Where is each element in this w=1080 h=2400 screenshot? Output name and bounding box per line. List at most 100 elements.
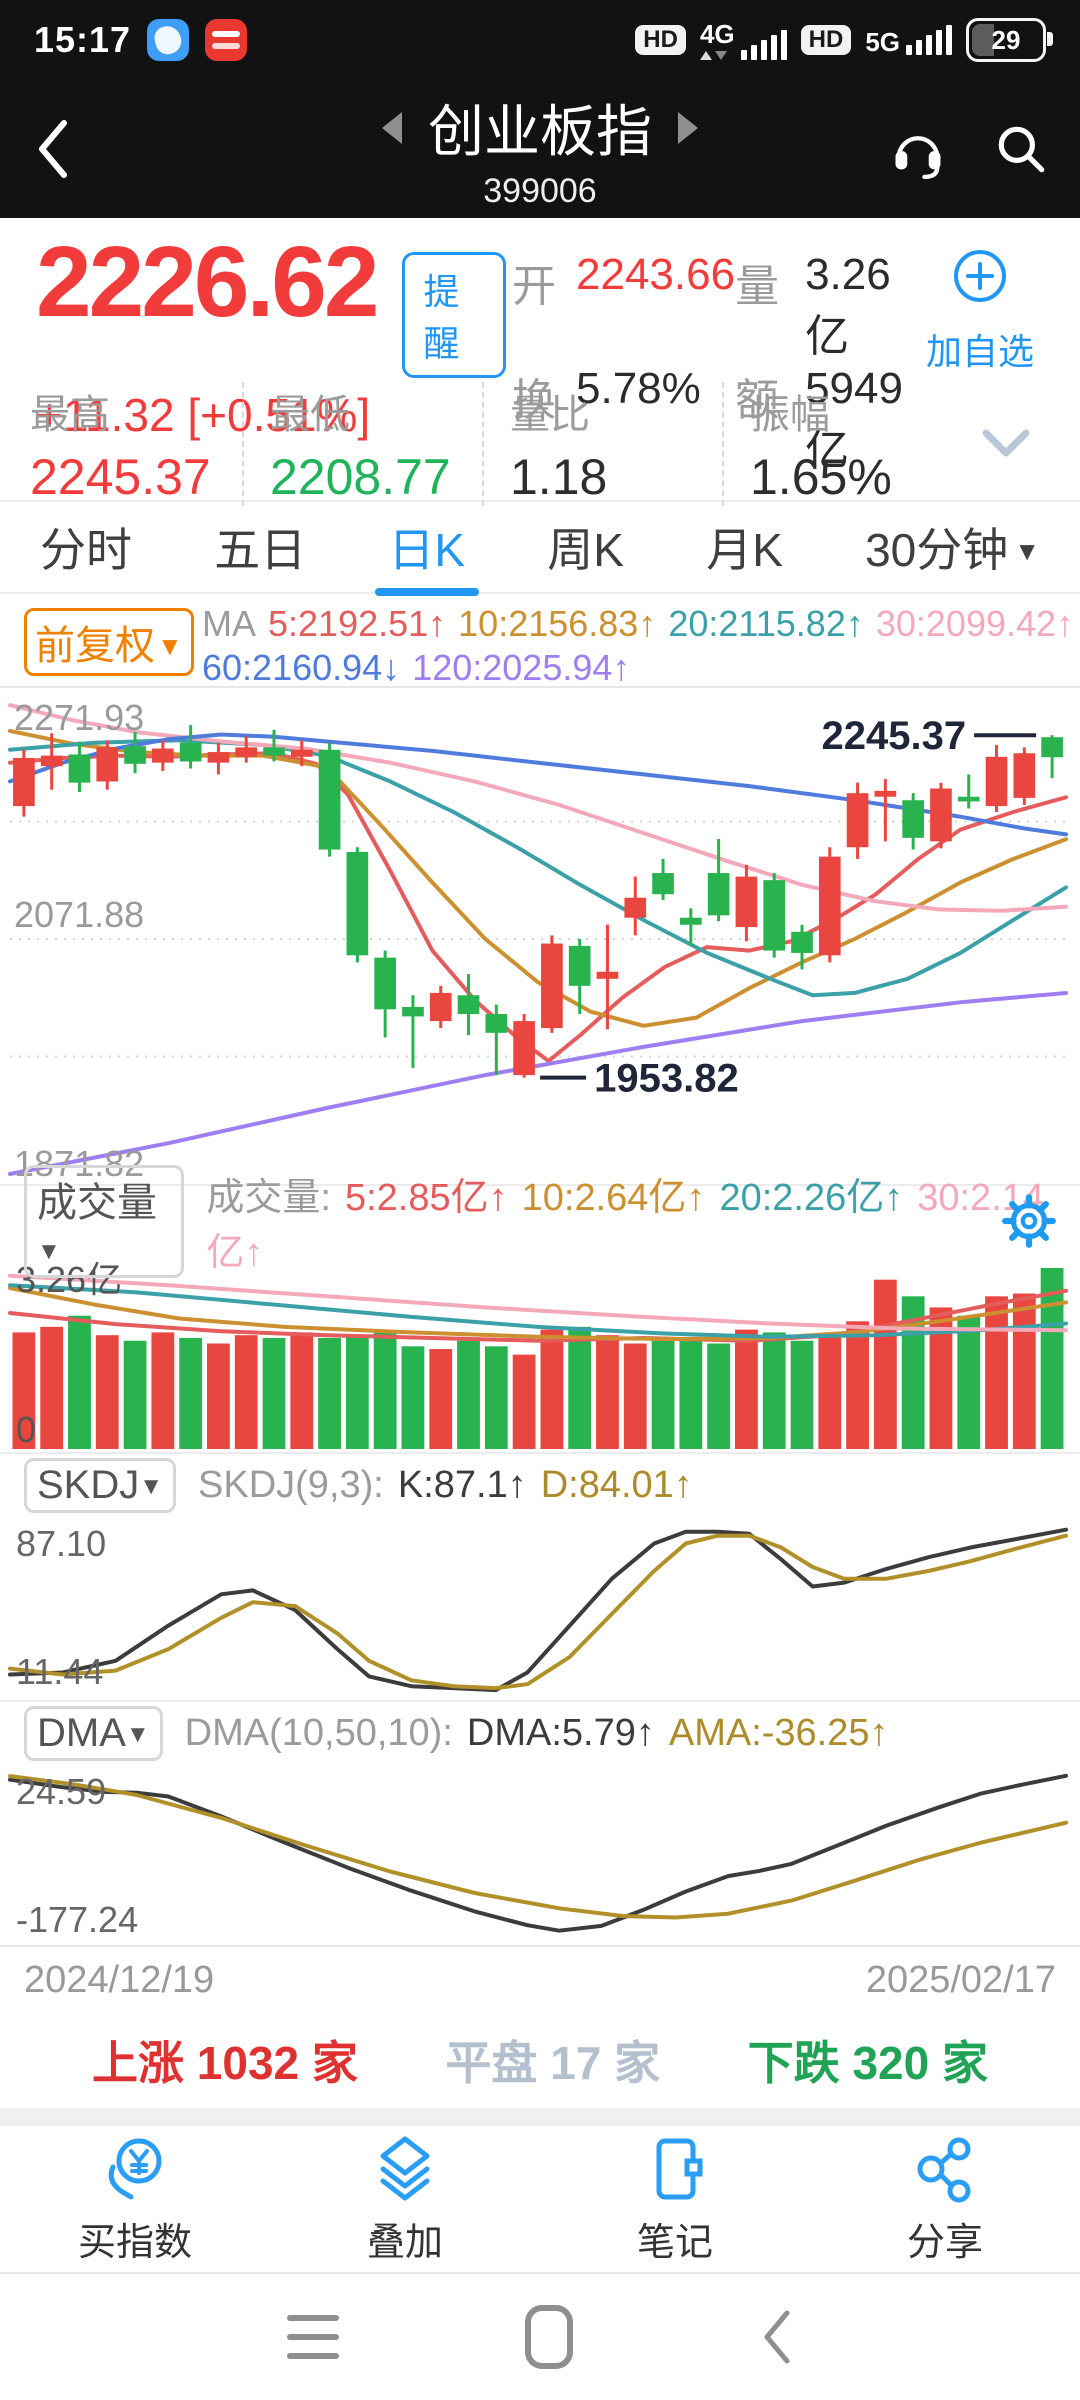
ma-lines-group [8,703,1068,1176]
back-icon[interactable] [30,116,76,182]
add-watchlist-label: 加自选 [925,331,1034,372]
svg-text:1953.82: 1953.82 [594,1057,739,1101]
expand-stats-button[interactable] [962,427,1050,461]
volume-ma-group [8,1273,1068,1343]
clock: 15:17 [34,19,132,60]
customer-service-icon[interactable] [888,119,948,179]
page-title: 创业板指 [428,100,652,163]
period-tabs: 分时 五日 日K 周K 月K 30分钟 ▼ [0,502,1080,594]
indicator-value: 10:2.64亿↑ [521,1177,706,1219]
date-end: 2025/02/17 [865,1958,1056,2001]
ma-value: 60:2160.94↓ [202,647,401,688]
volume-chart[interactable]: 3.26亿 0 [0,1256,1080,1452]
indicator-prefix: SKDJ(9,3): [198,1463,384,1506]
caret-down-icon: ▼ [139,1472,164,1500]
last-price: 2226.62 [36,226,379,338]
home-icon[interactable] [525,2305,573,2369]
messenger-app-icon [147,19,190,61]
indicator-value: AMA:-36.25↑ [668,1711,889,1754]
svg-text:-177.24: -177.24 [16,1899,138,1940]
next-stock-icon[interactable] [678,111,698,144]
indicator-value: 30:2.14亿↑ [206,1177,1045,1274]
svg-text:1871.82: 1871.82 [14,1143,144,1184]
dma-chart[interactable]: 24.59 -177.24 [0,1764,1080,1948]
volume-indicator-dropdown[interactable]: 成交量▼ [24,1164,185,1278]
add-watchlist-button[interactable]: 加自选 [906,234,1054,388]
svg-text:3.26亿: 3.26亿 [16,1259,122,1300]
section-divider [0,2108,1080,2126]
search-icon[interactable] [992,120,1050,178]
unchanged-count: 平盘 17 家 [445,2037,661,2089]
quote-field-value: 2243.66 [576,250,736,299]
svg-text:24.59: 24.59 [16,1771,106,1812]
tab-五日[interactable]: 五日 [214,524,307,576]
stat-cell: 最高 2245.37 [30,393,211,505]
quote-field-value: 5949亿 [805,364,903,475]
decliners-count: 下跌 320 家 [747,2037,988,2089]
adjust-mode-dropdown[interactable]: 前复权▼ [24,608,194,676]
stat-cell: 最低 2208.77 [242,382,482,506]
stats-cells: 最高 2245.37 最低 2208.77 量比 1.18 振幅 1.65% [30,382,962,506]
ma-header: 前复权▼ MA 5:2192.51↑ 10:2156.83↑ 20:2115.82↑ 3… [0,594,1080,688]
indicator-value: K:87.1↑ [397,1463,527,1506]
volume-values: 成交量: 5:2.85亿↑ 10:2.64亿↑ 20:2.26亿↑ 30:2.14亿↑ [206,1166,1056,1276]
skdj-header: SKDJ▼ SKDJ(9,3): K:87.1↑ D:84.01↑ [0,1452,1080,1516]
date-start: 2024/12/19 [24,1958,215,2001]
dma-lines-group [8,1773,1068,1933]
caret-down-icon: ▼ [125,1720,150,1748]
svg-text:87.10: 87.10 [16,1523,106,1564]
stats-row: 最高 2245.37 最低 2208.77 量比 1.18 振幅 1.65% [0,382,1080,506]
svg-text:2271.93: 2271.93 [14,697,144,738]
back-nav-icon[interactable] [759,2307,793,2367]
buy-index-icon [108,2138,162,2199]
buy-index-button[interactable]: 买指数 [0,2133,270,2266]
quote-field-value: 3.26亿 [805,250,891,361]
skdj-values: SKDJ(9,3): K:87.1↑ D:84.01↑ [198,1464,707,1507]
tab-日K[interactable]: 日K [382,500,471,594]
svg-text:0: 0 [16,1409,36,1450]
skdj-chart[interactable]: 87.10 11.44 [0,1516,1080,1700]
signal-4g-icon: 4G [699,21,787,60]
quote-fields: 开 2243.66 量 3.26亿换 5.78% 额 5949亿 [506,234,906,475]
gear-icon[interactable] [1000,1192,1058,1250]
skdj-indicator-dropdown[interactable]: SKDJ▼ [24,1457,177,1513]
caret-down-icon: ▼ [157,631,183,661]
quote-field-value: 5.78% [576,364,701,413]
app-header: 创业板指 399006 [0,80,1080,218]
quote-field-label: 额 [735,376,780,425]
prev-stock-icon[interactable] [382,111,402,144]
tab-周K[interactable]: 周K [547,524,624,576]
ma-value: 10:2156.83↑ [458,603,657,644]
bottom-toolbar: 买指数 叠加 笔记 分享 [0,2126,1080,2274]
overlay-button[interactable]: 叠加 [270,2133,540,2266]
navigation-bar [0,2274,1080,2400]
battery-icon: 29 [966,18,1053,62]
indicator-value: 5:2.85亿↑ [344,1177,508,1219]
hd-badge-icon: HD [635,24,686,56]
indicator-value: D:84.01↑ [540,1463,693,1506]
recents-icon[interactable] [287,2315,339,2359]
overlay-icon [380,2136,430,2200]
status-bar: 15:17 HD 4G HD 5G 29 [0,0,1080,80]
share-button[interactable]: 分享 [810,2133,1080,2266]
dma-indicator-dropdown[interactable]: DMA▼ [24,1705,163,1761]
ma-value: 20:2115.82↑ [668,603,864,644]
note-button[interactable]: 笔记 [540,2133,810,2266]
ma-value: 120:2025.94↑ [412,647,631,688]
ma-value: 30:2099.42↑ [875,603,1075,644]
indicator-value: 20:2.26亿↑ [719,1177,904,1219]
plus-circle-icon [954,250,1006,302]
interval-dropdown[interactable]: 30分钟 ▼ [865,524,1040,576]
advancers-count: 上涨 1032 家 [92,2037,358,2089]
kline-chart[interactable]: 2271.93 2071.88 1871.82 2245.37 1953.82 [0,688,1080,1184]
candles-group [13,725,1063,1078]
tab-月K[interactable]: 月K [706,524,783,576]
hd-badge-icon: HD [800,24,852,56]
tab-分时[interactable]: 分时 [40,524,132,576]
dma-values: DMA(10,50,10): DMA:5.79↑ AMA:-36.25↑ [185,1712,903,1755]
indicator-prefix: DMA(10,50,10): [184,1711,453,1754]
alert-button[interactable]: 提醒 [402,252,506,378]
price-change: +11.32 [+0.51%] [36,389,371,441]
share-icon [917,2137,971,2202]
